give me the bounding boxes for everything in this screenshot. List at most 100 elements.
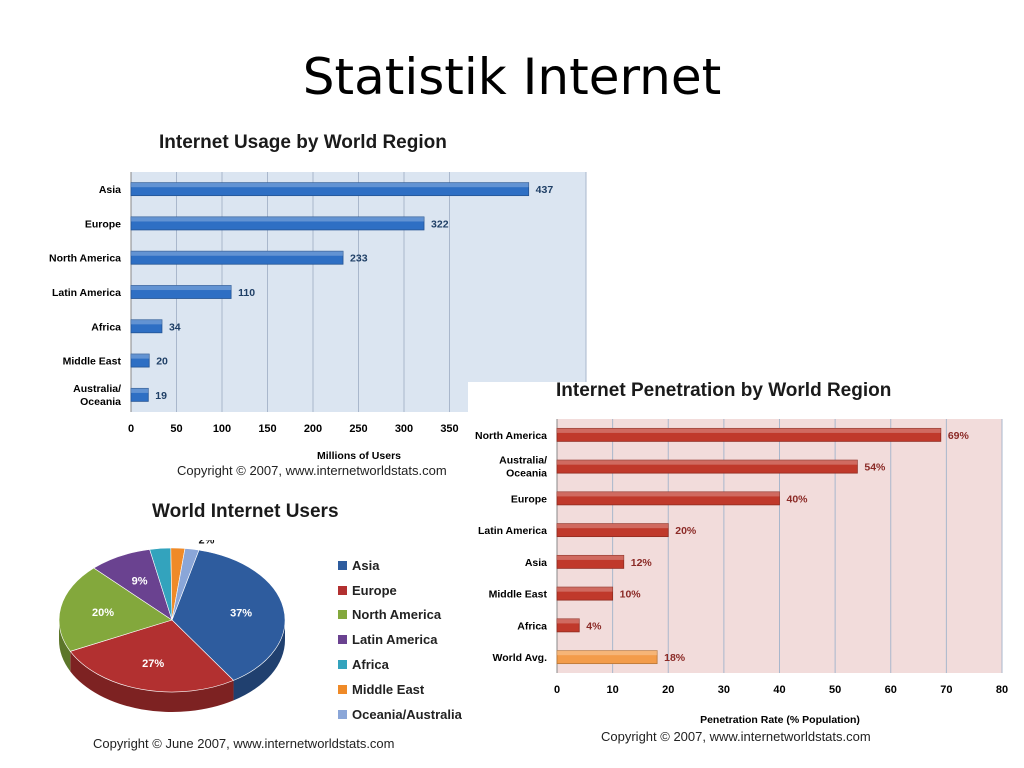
tick-label: 70 [940, 684, 952, 696]
slide-title: Statistik Internet [302, 48, 722, 106]
legend-item: Latin America [338, 627, 462, 652]
bar-highlight [131, 216, 425, 222]
category-label: Middle East [63, 356, 122, 368]
bar [556, 554, 625, 569]
category-label: Asia [525, 557, 547, 569]
bar [556, 586, 614, 601]
bar-highlight [557, 491, 780, 497]
penetration-bar-chart: 69% North America 54% Australia/Oceania 40% E… [475, 419, 1008, 726]
pie-slice [171, 548, 200, 621]
data-label: 34 [169, 321, 181, 333]
legend-item: Oceania/Australia [338, 702, 462, 727]
x-axis-title: Millions of Users [317, 450, 401, 462]
category-label: Europe [85, 218, 121, 230]
legend-label: Europe [352, 582, 397, 598]
penetration-copyright: Copyright © 2007, www.internetworldstats… [601, 729, 871, 744]
category-label: Africa [91, 321, 121, 333]
legend-item: North America [338, 603, 462, 628]
pie-data-label: 27% [142, 658, 164, 670]
pie-slice-side [59, 620, 71, 672]
bar [130, 285, 232, 299]
bar-highlight [131, 285, 232, 291]
pie-slice [58, 567, 173, 652]
legend-item: Europe [338, 578, 462, 603]
category-label: Africa [517, 620, 547, 632]
bar-highlight [557, 555, 624, 560]
penetration-chart-title: Internet Penetration by World Region [556, 380, 892, 401]
data-label: 322 [431, 218, 449, 230]
category-label: Middle East [489, 589, 548, 601]
bar [556, 618, 580, 633]
tick-label: 30 [718, 684, 730, 696]
tick-label: 0 [128, 423, 134, 435]
data-label: 4% [586, 620, 602, 632]
legend-label: Middle East [352, 681, 425, 697]
bar [556, 523, 669, 538]
legend-swatch [338, 585, 347, 595]
tick-label: 200 [304, 423, 322, 435]
legend-label: Oceania/Australia [352, 706, 462, 722]
bar-highlight [131, 251, 344, 256]
bar [130, 319, 163, 334]
tick-label: 300 [395, 423, 413, 435]
tick-label: 80 [996, 684, 1008, 696]
legend-swatch [338, 660, 347, 670]
usage-chart-title: Internet Usage by World Region [159, 132, 447, 153]
tick-label: 350 [440, 423, 458, 435]
data-label: 19 [155, 390, 167, 402]
pie-data-label: 37% [230, 608, 252, 620]
data-label: 110 [238, 287, 255, 299]
pie-data-label: 20% [92, 607, 114, 619]
tick-label: 10 [607, 684, 619, 696]
tick-label: 50 [170, 423, 182, 435]
legend-swatch [338, 635, 347, 645]
bar-highlight [557, 618, 580, 624]
legend-item: Asia [338, 553, 462, 578]
tick-label: 100 [213, 423, 231, 435]
usage-copyright: Copyright © 2007, www.internetworldstats… [177, 463, 447, 478]
category-label: Asia [99, 184, 121, 196]
tick-label: 20 [662, 684, 674, 696]
legend-label: North America [352, 607, 442, 623]
pie-data-label: 9% [132, 575, 148, 587]
legend-swatch [338, 709, 347, 719]
pie-copyright: Copyright © June 2007, www.internetworld… [93, 736, 395, 751]
data-label: 18% [664, 652, 686, 664]
bar [556, 650, 658, 665]
bar [130, 250, 344, 265]
tick-label: 60 [885, 684, 897, 696]
category-label: Latin America [478, 525, 547, 537]
bar-highlight [557, 587, 613, 592]
bar-highlight [131, 388, 149, 393]
legend-label: Asia [352, 557, 380, 573]
data-label: 69% [948, 430, 970, 442]
bar [556, 459, 858, 474]
pie-chart: 37%27%20%9%3%2%2% [58, 540, 286, 712]
tick-label: 50 [829, 684, 841, 696]
bar [130, 182, 530, 197]
pie-data-label: 2% [199, 540, 215, 546]
legend-swatch [338, 610, 347, 620]
category-label: Oceania [506, 468, 547, 480]
pie-slice [171, 549, 286, 681]
pie-chart-title: World Internet Users [152, 501, 339, 522]
data-label: 12% [631, 557, 653, 569]
bar-highlight [557, 523, 669, 529]
bar-highlight [131, 319, 162, 325]
tick-label: 250 [349, 423, 367, 435]
data-label: 40% [787, 493, 809, 505]
category-label: Latin America [52, 287, 121, 299]
bar-highlight [557, 650, 658, 656]
pie-slice-side [233, 620, 285, 701]
category-label: Oceania [80, 396, 121, 408]
bar [130, 387, 149, 402]
category-label: Europe [511, 493, 547, 505]
data-label: 54% [864, 462, 886, 474]
legend-swatch [338, 560, 347, 570]
tick-label: 40 [773, 684, 785, 696]
x-axis-title: Penetration Rate (% Population) [700, 714, 860, 726]
data-label: 10% [620, 589, 642, 601]
data-label: 233 [350, 253, 368, 265]
category-label: Australia/ [73, 383, 121, 395]
tick-label: 150 [258, 423, 276, 435]
